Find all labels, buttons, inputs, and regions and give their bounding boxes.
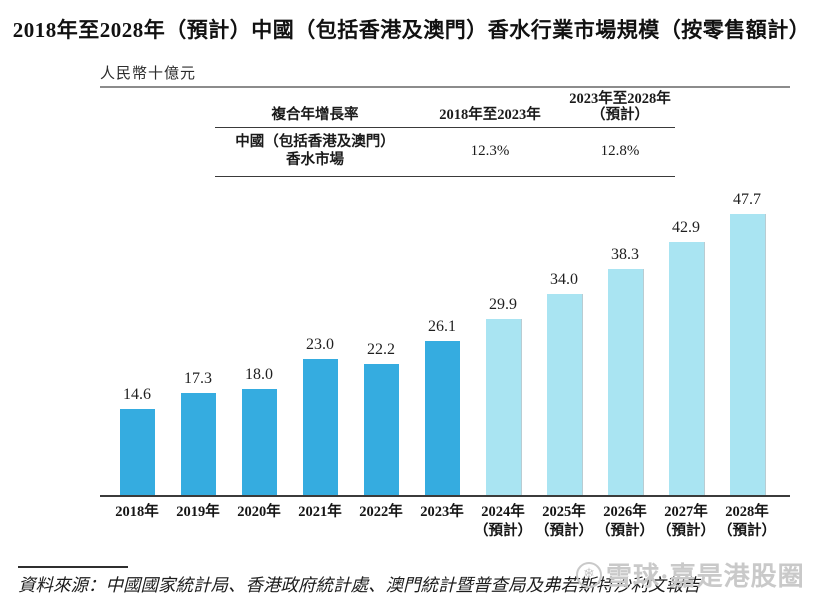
- bar-value-label: 23.0: [306, 336, 334, 353]
- bar-value-label: 29.9: [489, 296, 517, 313]
- footnote-rule: [18, 566, 128, 568]
- bar-value-label: 14.6: [123, 386, 151, 403]
- bar-value-label: 17.3: [184, 370, 212, 387]
- x-axis-tick-label: 2026年 （預計）: [596, 504, 654, 539]
- bar-value-label: 38.3: [611, 246, 639, 263]
- source-note: 資料來源：中國國家統計局、香港政府統計處、澳門統計暨普查局及弗若斯特沙利文報告: [18, 575, 701, 595]
- bar-value-label: 18.0: [245, 366, 273, 383]
- x-axis-tick-label: 2023年: [420, 504, 464, 520]
- cagr-header-period1-text: 2018年至2023年: [439, 106, 541, 123]
- cagr-value-period1: 12.3%: [415, 128, 565, 176]
- bar-2026年: [607, 269, 644, 495]
- bar-value-label: 22.2: [367, 341, 395, 358]
- bar-value-label: 26.1: [428, 318, 456, 335]
- y-axis-unit-label: 人民幣十億元: [100, 66, 197, 82]
- bar-2024年: [485, 319, 522, 495]
- bar-2021年: [302, 359, 338, 495]
- x-axis-tick-label: 2018年: [115, 504, 159, 520]
- bar-value-label: 34.0: [550, 271, 578, 288]
- bar-2028年: [729, 214, 766, 495]
- bar-value-label: 42.9: [672, 219, 700, 236]
- cagr-header-period1: 2018年至2023年: [415, 92, 565, 128]
- cagr-header-metric-text: 複合年增長率: [271, 106, 359, 123]
- cagr-header-period2-line2: （預計）: [591, 106, 649, 123]
- bar-2019年: [180, 393, 216, 495]
- x-axis-tick-label: 2025年 （預計）: [535, 504, 593, 539]
- cagr-value-period2-text: 12.8%: [600, 142, 640, 159]
- cagr-header-period2: 2023年至2028年 （預計）: [565, 91, 675, 128]
- cagr-row-label: 中國（包括香港及澳門） 香水市場: [215, 128, 415, 176]
- cagr-value-period2: 12.8%: [565, 128, 675, 176]
- bar-2023年: [424, 341, 460, 495]
- bar-2020年: [241, 389, 277, 495]
- cagr-row-label-line1: 中國（包括香港及澳門）: [235, 133, 395, 150]
- bar-2027年: [668, 242, 705, 495]
- bar-chart-plot-area: 14.6 2018年 17.3 2019年 18.0 2020年 23.0 2021年 22.2…: [100, 191, 790, 539]
- bar-2025年: [546, 294, 583, 495]
- x-axis-tick-label: 2027年 （預計）: [657, 504, 715, 539]
- cagr-table: 複合年增長率 2018年至2023年 2023年至2028年 （預計） 中國（包…: [215, 91, 675, 178]
- cagr-header-period2-line1: 2023年至2028年: [569, 91, 671, 107]
- x-axis-tick-label: 2019年: [176, 504, 220, 520]
- header-divider: [100, 86, 790, 88]
- page-title: 2018年至2028年（預計）中國（包括香港及澳門）香水行業市場規模（按零售額計…: [12, 18, 811, 42]
- bar-2018年: [119, 409, 155, 495]
- bar-2022年: [363, 364, 399, 495]
- x-axis-tick-label: 2024年 （預計）: [474, 504, 532, 539]
- cagr-value-period1-text: 12.3%: [470, 142, 510, 159]
- cagr-header-metric: 複合年增長率: [215, 92, 415, 128]
- x-axis-tick-label: 2028年 （預計）: [718, 504, 776, 539]
- x-axis-tick-label: 2022年: [359, 504, 403, 520]
- x-axis-tick-label: 2021年: [298, 504, 342, 520]
- x-axis-tick-label: 2020年: [237, 504, 281, 520]
- cagr-row-label-line2: 香水市場: [286, 152, 344, 168]
- bar-value-label: 47.7: [733, 191, 761, 208]
